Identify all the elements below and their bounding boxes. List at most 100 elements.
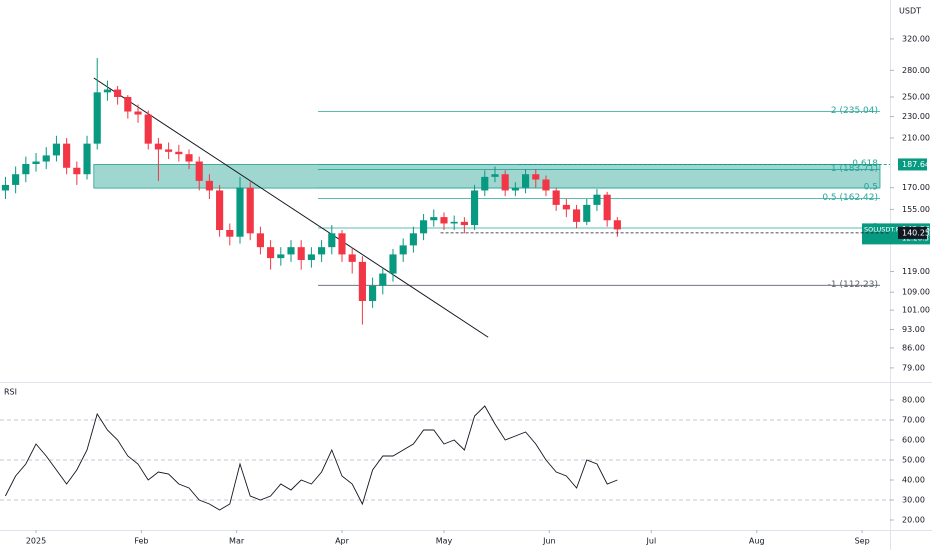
- y-tick-label: 210.00: [902, 133, 930, 142]
- candle-body: [328, 233, 336, 248]
- candle-body: [226, 229, 234, 237]
- candle-body: [1, 184, 10, 191]
- candle-body: [175, 151, 183, 155]
- candle-body: [297, 247, 305, 260]
- candle-body: [307, 254, 315, 260]
- x-tick-label: Aug: [749, 537, 765, 546]
- x-tick-label: Mar: [229, 537, 245, 546]
- candle-body: [246, 187, 254, 234]
- candle-body: [491, 174, 499, 177]
- candle-body: [613, 220, 621, 230]
- x-tick-label: Jul: [646, 537, 657, 546]
- candle-body: [318, 247, 326, 255]
- candle-body: [42, 155, 50, 162]
- y-tick-label: 250.00: [902, 92, 930, 101]
- rsi-title: RSI: [4, 388, 17, 397]
- candle-body: [501, 174, 509, 191]
- candle-body: [256, 233, 264, 248]
- x-tick-label: Feb: [134, 537, 148, 546]
- y-tick-label: 86.00: [902, 343, 925, 352]
- candle-body: [267, 247, 275, 259]
- candle-body: [532, 174, 540, 180]
- y-tick-label: 155.00: [902, 205, 930, 214]
- currency-label: USDT: [899, 7, 921, 16]
- y-tick-label: 80.00: [902, 396, 925, 405]
- x-tick-label: May: [436, 537, 453, 546]
- candle-body: [583, 204, 591, 222]
- price-label: 140.25: [902, 228, 930, 237]
- candle-body: [348, 254, 356, 262]
- fib-label: 0.618: [852, 159, 878, 169]
- y-tick-label: 60.00: [902, 436, 925, 445]
- trendline: [93, 77, 489, 338]
- candle-body: [134, 111, 142, 115]
- candle-body: [83, 143, 91, 175]
- symbol-label: SOLUSDT.P: [864, 225, 900, 233]
- candle-body: [562, 204, 570, 210]
- candle-body: [338, 233, 346, 255]
- fib-label: -1 (112.23): [828, 280, 878, 290]
- candle-body: [389, 254, 397, 274]
- fib-label: 0.5 (162.42): [822, 193, 878, 203]
- fib-label: 1 (183.71): [831, 164, 878, 174]
- candle-body: [471, 190, 479, 226]
- candle-body: [603, 194, 611, 221]
- fib-label: 2 (235.04): [831, 106, 878, 116]
- candle-body: [103, 89, 111, 93]
- candle-body: [287, 247, 295, 255]
- candle-body: [93, 92, 101, 144]
- candle-body: [154, 143, 162, 150]
- candle-body: [430, 217, 438, 221]
- candle-body: [12, 174, 20, 185]
- candle-body: [277, 254, 285, 259]
- candle-body: [369, 285, 377, 301]
- candle-body: [205, 180, 213, 191]
- y-tick-label: 20.00: [902, 516, 925, 525]
- x-tick-label: Jun: [542, 537, 556, 546]
- candle-body: [114, 89, 122, 97]
- candle-body: [144, 114, 152, 144]
- candle-body: [450, 221, 458, 224]
- candle-body: [185, 154, 193, 162]
- candle-body: [32, 161, 40, 165]
- candle-body: [236, 187, 244, 237]
- candle-body: [440, 217, 448, 224]
- y-tick-label: 70.00: [902, 416, 925, 425]
- y-tick-label: 320.00: [902, 34, 930, 43]
- y-tick-label: 79.00: [902, 363, 925, 372]
- candle-body: [22, 164, 30, 175]
- x-tick-label: Apr: [335, 537, 350, 546]
- candle-body: [216, 190, 224, 230]
- candle-body: [124, 96, 132, 112]
- candle-body: [552, 190, 560, 205]
- y-tick-label: 119.00: [902, 267, 930, 276]
- candle-body: [409, 233, 417, 246]
- candle-body: [52, 143, 61, 156]
- fib-label: 0.5: [864, 183, 878, 193]
- y-tick-label: 40.00: [902, 476, 925, 485]
- price-tag: [898, 226, 927, 239]
- y-tick-label: 93.00: [902, 325, 925, 334]
- rsi-line: [4, 405, 618, 511]
- candle-body: [521, 174, 530, 188]
- candle-body: [63, 143, 71, 168]
- x-tick-label: 2025: [26, 537, 46, 546]
- price-tag: [898, 158, 927, 171]
- candle-body: [593, 194, 601, 205]
- y-tick-label: 280.00: [902, 66, 930, 75]
- y-tick-label: 101.00: [902, 306, 930, 315]
- candle-body: [73, 167, 81, 175]
- price-label: 187.64: [902, 160, 930, 169]
- candle-body: [420, 220, 428, 234]
- candle-body: [399, 245, 407, 255]
- candle-body: [542, 179, 550, 191]
- x-tick-label: Sep: [855, 537, 870, 546]
- candle-body: [379, 273, 387, 286]
- candle-body: [511, 187, 519, 191]
- candle-body: [165, 149, 173, 152]
- candle-body: [481, 176, 489, 191]
- y-tick-label: 230.00: [902, 112, 930, 121]
- y-tick-label: 109.00: [902, 288, 930, 297]
